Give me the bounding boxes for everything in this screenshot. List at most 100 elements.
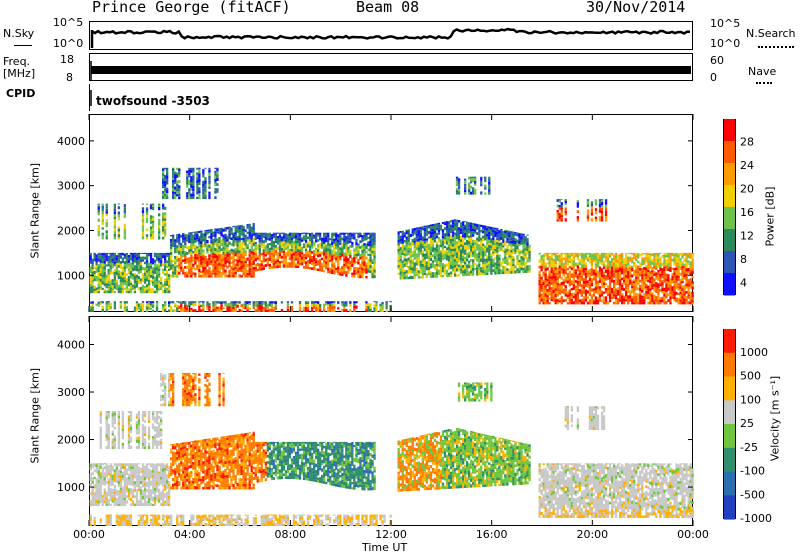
data-cell (506, 237, 509, 241)
data-cell (460, 246, 463, 250)
data-cell (254, 242, 257, 245)
data-cell (606, 262, 610, 265)
data-cell (202, 266, 205, 270)
data-cell (419, 240, 423, 244)
data-cell (663, 293, 666, 297)
data-cell (290, 232, 294, 234)
data-cell (230, 230, 233, 233)
data-cell (200, 258, 203, 262)
data-cell (653, 273, 656, 276)
data-cell (462, 245, 465, 248)
data-cell (149, 204, 153, 207)
data-cell (457, 274, 461, 277)
data-cell (298, 306, 302, 310)
data-cell (524, 261, 527, 265)
data-cell (234, 259, 237, 262)
data-cell (631, 283, 634, 286)
data-cell (665, 273, 668, 277)
data-cell (397, 272, 400, 275)
data-cell (572, 258, 576, 261)
data-cell (172, 175, 175, 178)
data-cell (347, 237, 350, 241)
data-cell (619, 274, 622, 277)
data-cell (451, 229, 455, 232)
data-cell (139, 305, 143, 309)
data-cell (240, 230, 243, 233)
data-cell (449, 220, 453, 223)
data-cell (216, 246, 219, 250)
data-cell (484, 266, 487, 270)
data-cell (361, 237, 364, 240)
data-cell (464, 178, 467, 181)
data-cell (653, 297, 656, 300)
data-cell (103, 252, 106, 254)
data-cell (506, 262, 509, 266)
data-cell (204, 231, 207, 234)
data-cell (550, 265, 553, 268)
data-cell (190, 179, 193, 182)
data-cell (484, 258, 487, 262)
data-cell (623, 266, 626, 269)
data-cell (131, 276, 135, 280)
data-cell (141, 288, 145, 291)
data-cell (584, 252, 588, 254)
data-cell (282, 241, 286, 244)
data-cell (97, 275, 100, 278)
data-cell (331, 271, 334, 274)
data-cell (369, 245, 372, 249)
data-cell (242, 269, 245, 273)
data-cell (101, 205, 104, 209)
data-cell (629, 274, 632, 278)
data-cell (653, 260, 656, 263)
data-cell (155, 307, 159, 309)
data-cell (186, 192, 189, 195)
data-cell (516, 239, 519, 243)
data-cell (401, 276, 404, 280)
data-cell (196, 267, 199, 271)
data-cell (321, 257, 324, 260)
data-cell (538, 259, 541, 263)
data-cell (168, 252, 171, 255)
data-cell (306, 244, 310, 248)
data-cell (619, 259, 622, 262)
data-cell (178, 252, 181, 255)
data-cell (514, 238, 517, 241)
data-cell (486, 258, 489, 261)
data-cell (341, 266, 344, 270)
data-cell (113, 225, 117, 229)
data-cell (663, 257, 666, 260)
data-cell (139, 267, 143, 270)
data-cell (212, 234, 215, 237)
data-cell (274, 247, 278, 250)
data-cell (155, 304, 159, 307)
data-cell (214, 236, 217, 240)
data-cell (602, 264, 606, 267)
data-cell (204, 241, 207, 246)
data-cell (560, 202, 563, 206)
data-cell (466, 252, 469, 256)
data-cell (629, 279, 632, 282)
data-cell (256, 304, 259, 308)
data-cell (107, 259, 110, 262)
data-cell (617, 282, 620, 285)
data-cell (164, 175, 167, 179)
data-cell (192, 185, 195, 189)
data-cell (574, 291, 578, 294)
data-cell (586, 283, 590, 286)
data-cell (548, 260, 551, 265)
data-cell (198, 170, 201, 174)
data-cell (339, 258, 342, 261)
data-cell (325, 233, 328, 237)
data-cell (256, 257, 259, 260)
data-cell (476, 253, 479, 256)
data-cell (659, 284, 662, 287)
data-cell (623, 276, 626, 280)
data-cell (490, 255, 493, 259)
data-cell (174, 309, 177, 312)
data-cell (361, 275, 364, 279)
data-cell (413, 240, 416, 243)
data-cell (590, 265, 594, 269)
data-cell (651, 261, 654, 265)
data-cell (602, 274, 606, 277)
data-cell (562, 268, 565, 271)
